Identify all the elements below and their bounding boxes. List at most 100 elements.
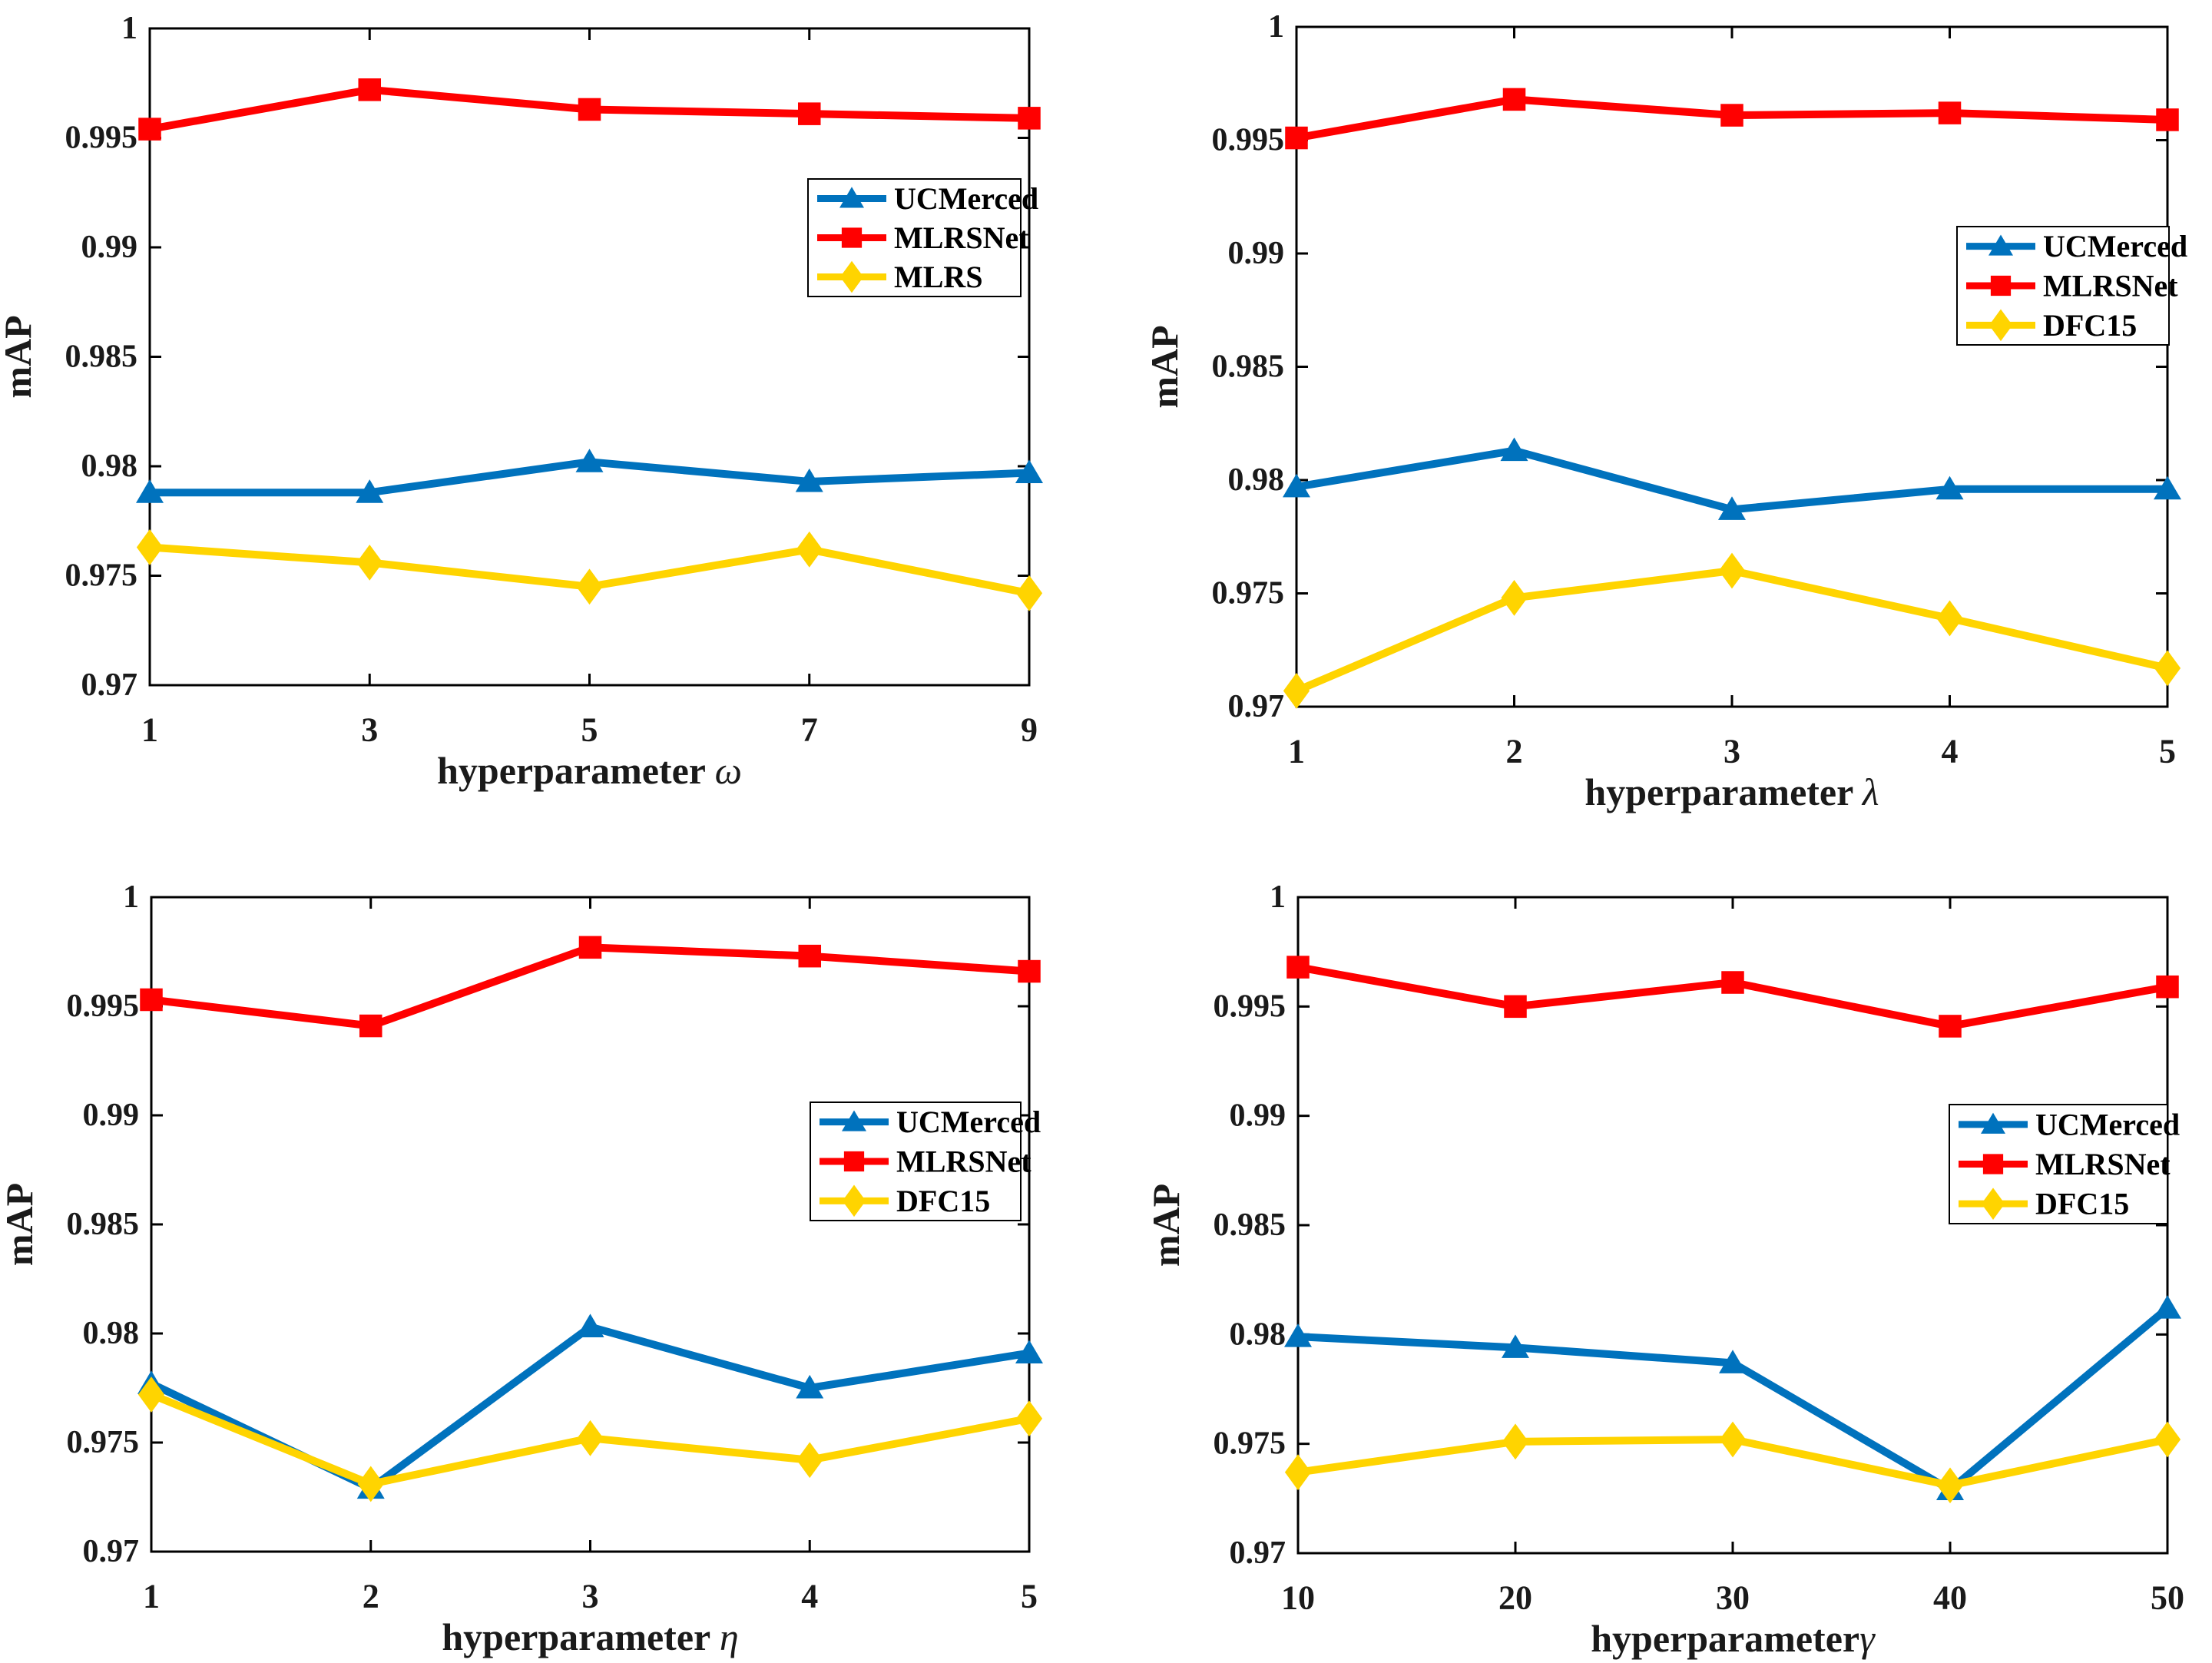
data-point-marker-ucmerced	[575, 449, 604, 472]
chart-hyperparameter-omega: 0.97 0.975 0.98 0.985 0.99 0.995 1 1 3 5 7 9 mAP hype…	[0, 0, 1106, 830]
data-point-marker-ucmerced	[1500, 437, 1528, 462]
y-tick-label: 0.97	[1228, 689, 1285, 724]
y-tick-label: 0.97	[83, 1534, 140, 1569]
legend-label-dfc15: DFC15	[896, 1184, 990, 1218]
data-point-marker-mlrsnet	[1938, 101, 1962, 124]
y-tick-label: 0.975	[67, 1425, 140, 1460]
data-point-marker-dfc15	[2154, 1421, 2181, 1458]
series-line-dfc15	[1295, 567, 2169, 694]
legend-label-mlrsnet: MLRSNet	[2035, 1147, 2171, 1181]
data-point-marker-mlrs	[796, 531, 823, 568]
data-point-marker-mlrs	[576, 568, 603, 605]
series-line-ucmerced	[1297, 1305, 2171, 1494]
data-point-marker-dfc15	[1284, 1454, 1312, 1491]
y-tick-label: 0.98	[83, 1316, 140, 1351]
y-axis-label: mAP	[1143, 325, 1186, 408]
chart-hyperparameter-eta: 0.97 0.975 0.98 0.985 0.99 0.995 1 1 2 3 4 5 mAP hype…	[0, 830, 1106, 1663]
y-tick-label: 0.97	[81, 668, 138, 703]
x-tick-label: 30	[1716, 1579, 1750, 1617]
y-tick-label: 0.985	[67, 1207, 140, 1242]
data-point-marker-mlrsnet	[1285, 126, 1308, 150]
data-point-marker-ucmerced	[2154, 1295, 2181, 1319]
legend-marker-diamond	[842, 1184, 866, 1217]
data-point-marker-mlrsnet	[1504, 995, 1527, 1019]
plot-frame	[1295, 25, 2169, 708]
x-tick-label: 7	[801, 711, 818, 749]
data-point-marker-dfc15	[357, 1466, 384, 1502]
x-tick-label: 5	[2159, 733, 2176, 770]
x-tick-label: 50	[2151, 1579, 2184, 1617]
x-tick-label: 2	[363, 1578, 379, 1615]
x-axis-label-symbol: η	[720, 1615, 739, 1658]
legend-label-ucmerced: UCMerced	[894, 181, 1038, 216]
data-point-marker-dfc15	[1501, 580, 1528, 616]
y-tick-label: 0.995	[67, 989, 140, 1024]
hyperparameter-omega-plot: 0.97 0.975 0.98 0.985 0.99 0.995 1 1 3 5 7 9 mAP hype…	[0, 11, 1043, 792]
legend-marker-square	[841, 227, 863, 248]
data-point-marker-mlrsnet	[578, 98, 601, 121]
legend-label-mlrsnet: MLRSNet	[896, 1145, 1031, 1179]
x-tick-label: 1	[1288, 733, 1305, 770]
series-line-ucmerced	[149, 1323, 1030, 1492]
chart-hyperparameter-gamma: 0.97 0.975 0.98 0.985 0.99 0.995 1 10 20 30 40 50 mA…	[1106, 830, 2212, 1663]
data-point-marker-mlrsnet	[1286, 956, 1310, 979]
x-tick-label: 5	[581, 711, 598, 749]
x-tick-label: 2	[1506, 733, 1523, 770]
x-axis-label: hyperparameter λ	[1584, 770, 1879, 813]
data-point-marker-mlrsnet	[1018, 959, 1041, 983]
y-tick-label: 1	[123, 880, 139, 915]
legend-marker-diamond	[839, 260, 864, 293]
legend-label-dfc15: DFC15	[2035, 1187, 2129, 1221]
data-point-marker-ucmerced	[136, 479, 164, 503]
legend-label-ucmerced: UCMerced	[896, 1105, 1041, 1139]
hyperparameter-gamma-plot: 0.97 0.975 0.98 0.985 0.99 0.995 1 10 20 30 40 50 mA…	[1144, 880, 2184, 1660]
legend-marker-square	[1990, 275, 2012, 296]
legend-label-mlrs: MLRS	[894, 260, 983, 294]
data-point-marker-dfc15	[1718, 552, 1746, 589]
data-point-marker-dfc15	[796, 1442, 823, 1479]
data-point-marker-dfc15	[1502, 1423, 1529, 1460]
x-tick-label: 40	[1933, 1579, 1967, 1617]
data-point-marker-mlrsnet	[1018, 107, 1041, 130]
hyperparameter-eta-plot: 0.97 0.975 0.98 0.985 0.99 0.995 1 1 2 3 4 5 mAP hype…	[0, 880, 1043, 1658]
data-point-marker-dfc15	[1936, 600, 1963, 637]
data-point-marker-mlrsnet	[359, 1014, 382, 1038]
data-point-marker-dfc15	[137, 1376, 165, 1413]
legend-marker-triangle	[842, 1110, 866, 1131]
y-axis-label: mAP	[1144, 1184, 1187, 1267]
x-tick-label: 1	[141, 711, 158, 749]
y-tick-label: 0.98	[1228, 462, 1285, 498]
y-tick-label: 0.995	[1212, 123, 1285, 158]
y-tick-label: 0.975	[1212, 576, 1285, 611]
hyperparameter-lambda-plot: 0.97 0.975 0.98 0.985 0.99 0.995 1 1 2 3 4 5 mAP hype…	[1143, 9, 2187, 813]
legend-label-mlrsnet: MLRSNet	[2043, 269, 2178, 303]
data-point-marker-ucmerced	[1719, 1350, 1747, 1373]
legend-marker-triangle	[1981, 1112, 2005, 1134]
data-point-marker-mlrsnet	[358, 78, 382, 101]
x-tick-label: 4	[1942, 733, 1959, 770]
y-tick-label: 0.995	[65, 121, 138, 156]
x-axis-label-symbol: ω	[715, 749, 742, 792]
y-tick-label: 0.985	[65, 340, 138, 375]
data-point-marker-mlrsnet	[138, 118, 161, 141]
y-tick-label: 1	[1268, 9, 1284, 45]
data-point-marker-mlrsnet	[2156, 975, 2179, 999]
data-point-marker-ucmerced	[2154, 475, 2181, 500]
data-point-marker-ucmerced	[1284, 1323, 1312, 1347]
data-point-marker-mlrs	[136, 529, 164, 565]
x-axis-label: hyperparameter η	[442, 1615, 738, 1658]
data-point-marker-mlrs	[1015, 575, 1043, 611]
data-point-marker-mlrsnet	[1939, 1015, 1962, 1038]
y-tick-label: 0.98	[81, 449, 138, 484]
data-point-marker-ucmerced	[795, 468, 823, 492]
data-point-marker-ucmerced	[356, 479, 384, 503]
chart-hyperparameter-lambda: 0.97 0.975 0.98 0.985 0.99 0.995 1 1 2 3 4 5 mAP hype…	[1106, 0, 2212, 830]
data-point-marker-dfc15	[1719, 1421, 1747, 1458]
data-point-marker-ucmerced	[1718, 496, 1746, 520]
y-tick-label: 1	[1270, 880, 1286, 915]
y-tick-label: 0.99	[83, 1098, 140, 1133]
y-tick-label: 0.99	[1230, 1098, 1286, 1134]
data-point-marker-ucmerced	[1015, 1340, 1043, 1364]
x-tick-label: 4	[801, 1578, 818, 1615]
data-point-marker-ucmerced	[1015, 459, 1043, 484]
